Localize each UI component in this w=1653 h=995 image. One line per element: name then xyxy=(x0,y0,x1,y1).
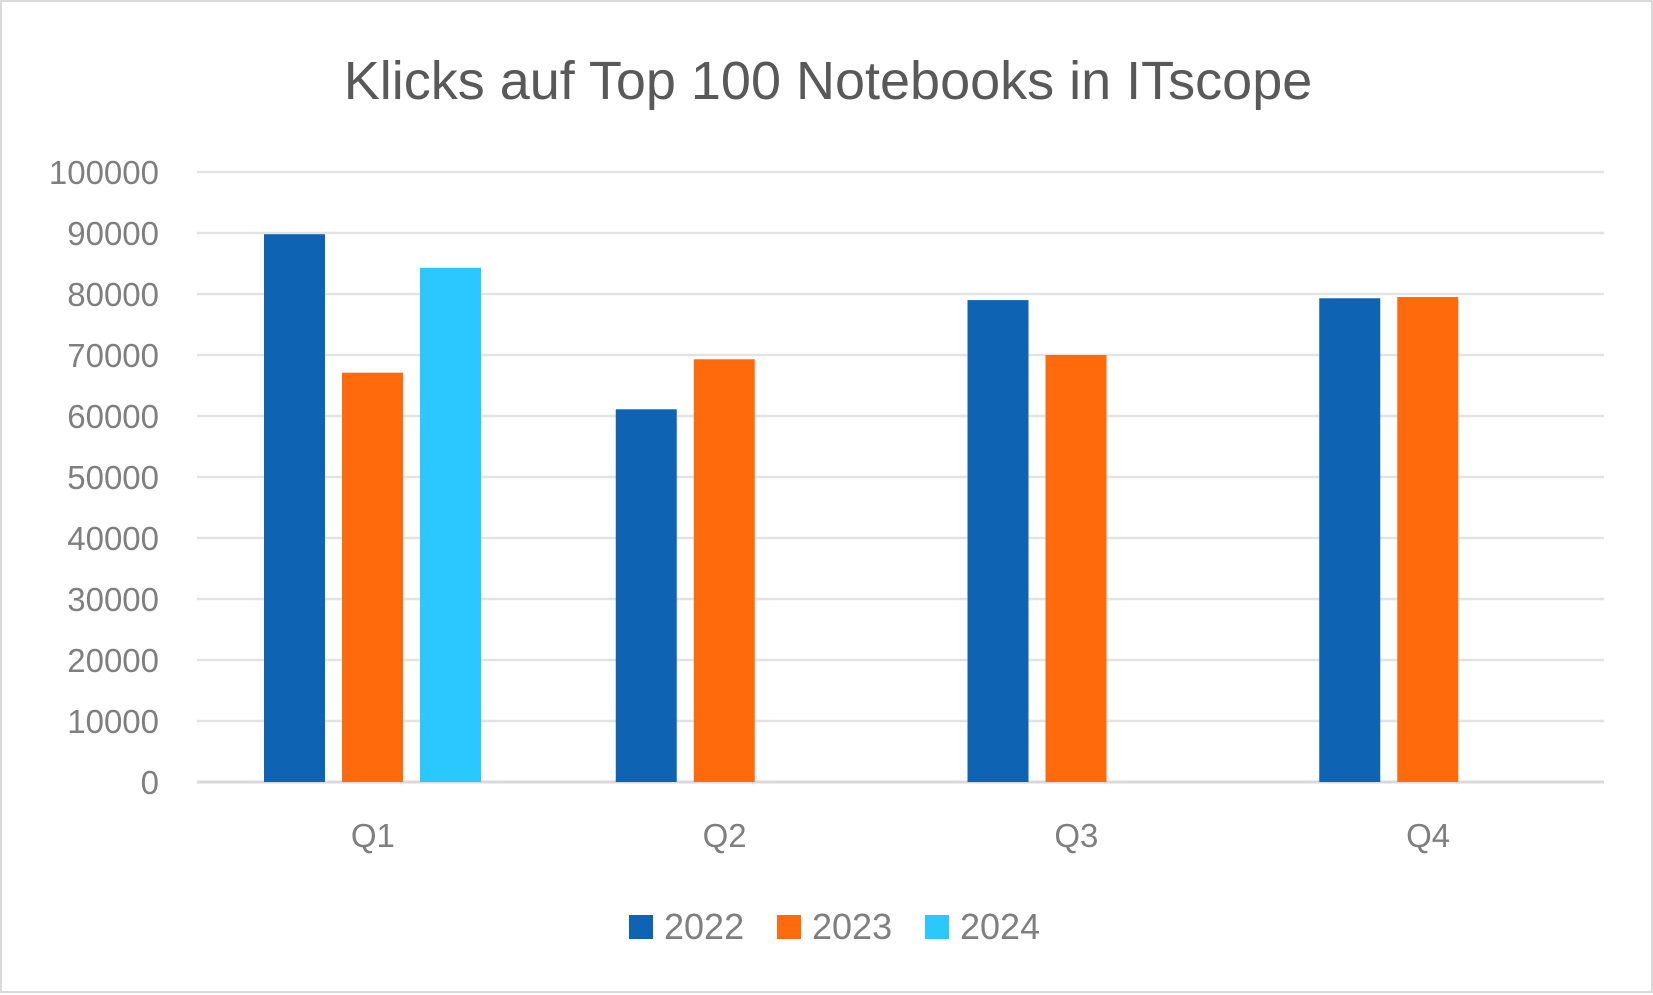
bar-2023-q1 xyxy=(342,372,403,782)
legend-label: 2023 xyxy=(812,906,892,947)
legend-swatch-2023 xyxy=(777,915,801,939)
x-tick-label: Q4 xyxy=(1406,817,1450,854)
bar-2023-q2 xyxy=(693,359,755,782)
bar-2022-q4 xyxy=(1319,298,1381,782)
y-tick-label: 30000 xyxy=(67,581,159,618)
bar-2023-q4 xyxy=(1397,297,1459,782)
legend-swatch-2022 xyxy=(629,915,653,939)
legend-label: 2024 xyxy=(960,906,1040,947)
bar-2024-q1 xyxy=(420,267,481,782)
bar-2022-q2 xyxy=(615,409,677,782)
x-axis-ticks: Q1 Q2 Q3 Q4 xyxy=(351,817,1450,854)
bar-2022-q1 xyxy=(264,234,325,783)
gridlines xyxy=(197,170,1604,784)
legend-swatch-2024 xyxy=(925,915,949,939)
y-tick-label: 40000 xyxy=(67,520,159,557)
y-axis-ticks: 0 10000 20000 30000 40000 50000 60000 70000 8000… xyxy=(49,154,159,801)
y-tick-label: 10000 xyxy=(67,703,159,740)
y-tick-label: 50000 xyxy=(67,459,159,496)
x-tick-label: Q2 xyxy=(703,817,747,854)
y-tick-label: 0 xyxy=(141,764,159,801)
bar-2022-q3 xyxy=(967,300,1029,782)
chart-title: Klicks auf Top 100 Notebooks in ITscope xyxy=(344,51,1313,111)
legend-label: 2022 xyxy=(664,906,744,947)
bars xyxy=(264,234,1459,783)
legend: 2022 2023 2024 xyxy=(629,906,1040,947)
x-tick-label: Q1 xyxy=(351,817,395,854)
y-tick-label: 70000 xyxy=(67,337,159,374)
y-tick-label: 20000 xyxy=(67,642,159,679)
bar-2023-q3 xyxy=(1045,355,1107,782)
y-tick-label: 80000 xyxy=(67,276,159,313)
y-tick-label: 100000 xyxy=(49,154,159,191)
y-tick-label: 90000 xyxy=(67,215,159,252)
x-tick-label: Q3 xyxy=(1054,817,1098,854)
y-tick-label: 60000 xyxy=(67,398,159,435)
